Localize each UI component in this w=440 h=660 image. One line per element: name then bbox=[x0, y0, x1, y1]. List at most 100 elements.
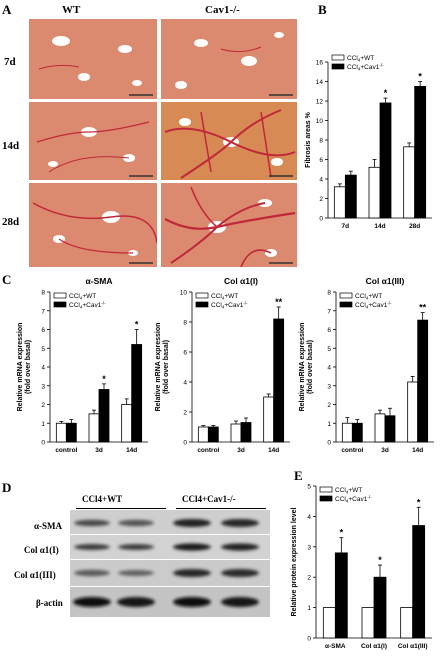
legend-label: CCl4+WT bbox=[347, 55, 374, 63]
y-tick-label: 4 bbox=[183, 380, 187, 387]
blot-label-asma: α-SMA bbox=[34, 521, 63, 531]
x-tick-label: Col α1(I) bbox=[361, 643, 387, 650]
bar bbox=[263, 396, 275, 443]
x-tick-label: 14d bbox=[126, 447, 137, 454]
y-tick-label: 8 bbox=[41, 290, 45, 297]
histology-image-cav1-7d bbox=[160, 18, 298, 100]
bar bbox=[351, 422, 363, 443]
panel-label-e: E bbox=[294, 468, 303, 483]
chart-title: Col α1(I) bbox=[224, 276, 258, 286]
histology-image-wt-28d bbox=[28, 182, 158, 268]
y-tick-label: 6 bbox=[183, 350, 187, 357]
y-tick-label: 16 bbox=[316, 60, 324, 67]
y-tick-label: 5 bbox=[327, 346, 331, 353]
blot-label-col3: Col α1(III) bbox=[14, 570, 56, 580]
bar bbox=[403, 146, 416, 219]
significance-mark: * bbox=[340, 528, 344, 538]
y-tick-label: 3 bbox=[41, 383, 45, 390]
y-tick-label: 8 bbox=[319, 138, 323, 145]
x-tick-label: control bbox=[341, 447, 363, 454]
legend-swatch bbox=[195, 292, 209, 299]
y-tick-label: 0 bbox=[41, 440, 45, 447]
legend-label: CCl4+Cav1-/- bbox=[211, 301, 248, 310]
bar bbox=[400, 607, 414, 639]
y-axis-label: Relative mRNA expression(fold over basal… bbox=[155, 323, 170, 412]
bar bbox=[273, 318, 285, 443]
bar bbox=[368, 166, 381, 219]
bar bbox=[197, 426, 209, 443]
y-tick-label: 0 bbox=[319, 216, 323, 223]
bar bbox=[361, 607, 375, 639]
bar bbox=[240, 422, 252, 443]
chart-col3-mrna: Col α1(III) 0 1 2 3 4 5 6 7 8 Relative mRNA expres… bbox=[299, 276, 434, 454]
y-tick-label: 4 bbox=[319, 177, 323, 184]
y-tick-label: 10 bbox=[316, 118, 324, 125]
histology-image-cav1-28d bbox=[160, 182, 298, 268]
y-tick-label: 0 bbox=[327, 440, 331, 447]
bar bbox=[341, 422, 353, 443]
panel-label-b: B bbox=[318, 2, 327, 17]
y-tick-label: 2 bbox=[319, 196, 323, 203]
significance-mark: ** bbox=[419, 303, 427, 313]
y-tick-label: 2 bbox=[41, 402, 45, 409]
y-tick-label: 7 bbox=[41, 308, 45, 315]
x-tick-label: 3d bbox=[381, 447, 389, 454]
blot-label-col1: Col α1(I) bbox=[24, 545, 59, 555]
y-tick-label: 6 bbox=[319, 157, 323, 164]
legend-label: CCl4+WT bbox=[355, 293, 382, 301]
x-tick-label: 7d bbox=[342, 223, 350, 230]
y-tick-label: 3 bbox=[307, 544, 311, 551]
significance-mark: * bbox=[418, 72, 422, 82]
legend-label: CCl4+WT bbox=[211, 293, 238, 301]
legend-swatch bbox=[195, 301, 209, 308]
bar bbox=[322, 607, 336, 639]
bar bbox=[230, 423, 242, 443]
legend-swatch bbox=[331, 54, 345, 61]
x-tick-label: 14d bbox=[374, 223, 385, 230]
bar bbox=[333, 186, 346, 219]
significance-mark: * bbox=[417, 497, 421, 507]
histology-image-wt-14d bbox=[28, 101, 158, 181]
x-tick-label: control bbox=[55, 447, 77, 454]
bar bbox=[412, 525, 426, 639]
y-axis-label: Relative protein expression level bbox=[291, 507, 298, 616]
bar bbox=[384, 415, 396, 443]
y-axis-label: Fibrosis areas % bbox=[305, 111, 312, 167]
y-tick-label: 3 bbox=[327, 383, 331, 390]
legend-label: CCl4+Cav1-/- bbox=[355, 301, 392, 310]
y-tick-label: 0 bbox=[307, 636, 311, 643]
panel-label-c: C bbox=[2, 272, 12, 287]
x-tick-label: 14d bbox=[268, 447, 279, 454]
legend-swatch bbox=[53, 301, 67, 308]
bar bbox=[334, 552, 348, 639]
bar bbox=[379, 102, 392, 219]
x-tick-label: 14d bbox=[412, 447, 423, 454]
legend-swatch bbox=[331, 63, 345, 70]
x-tick-label: 3d bbox=[237, 447, 245, 454]
y-tick-label: 6 bbox=[327, 327, 331, 334]
legend-swatch bbox=[319, 486, 333, 493]
bar bbox=[98, 389, 110, 443]
histology-image-wt-7d bbox=[28, 18, 158, 100]
chart-asma-mrna: α-SMA 0 1 2 3 4 5 6 7 8 Relative mRNA expression(f… bbox=[17, 276, 148, 454]
legend-swatch bbox=[319, 495, 333, 502]
histology-col-cav1: Cav1-/- bbox=[205, 4, 240, 16]
y-tick-label: 6 bbox=[41, 327, 45, 334]
bar bbox=[414, 85, 427, 219]
blot-group-line-wt bbox=[76, 508, 166, 509]
bar bbox=[407, 381, 419, 443]
legend-label: CCl4+WT bbox=[335, 487, 362, 495]
y-tick-label: 4 bbox=[327, 365, 331, 372]
chart-title: Col α1(III) bbox=[366, 276, 405, 286]
panel-label-a: A bbox=[2, 2, 12, 17]
y-tick-label: 4 bbox=[307, 514, 311, 521]
chart-col1-mrna: Col α1(I) 0 2 4 6 8 10 Relative mRNA expression… bbox=[155, 276, 290, 454]
bar bbox=[131, 344, 143, 443]
significance-mark: * bbox=[384, 88, 388, 98]
y-tick-label: 4 bbox=[41, 365, 45, 372]
significance-mark: * bbox=[135, 320, 139, 330]
bar bbox=[374, 413, 386, 443]
bar bbox=[65, 422, 77, 443]
y-tick-label: 1 bbox=[307, 605, 311, 612]
x-tick-label: Col α1(III) bbox=[398, 643, 428, 650]
